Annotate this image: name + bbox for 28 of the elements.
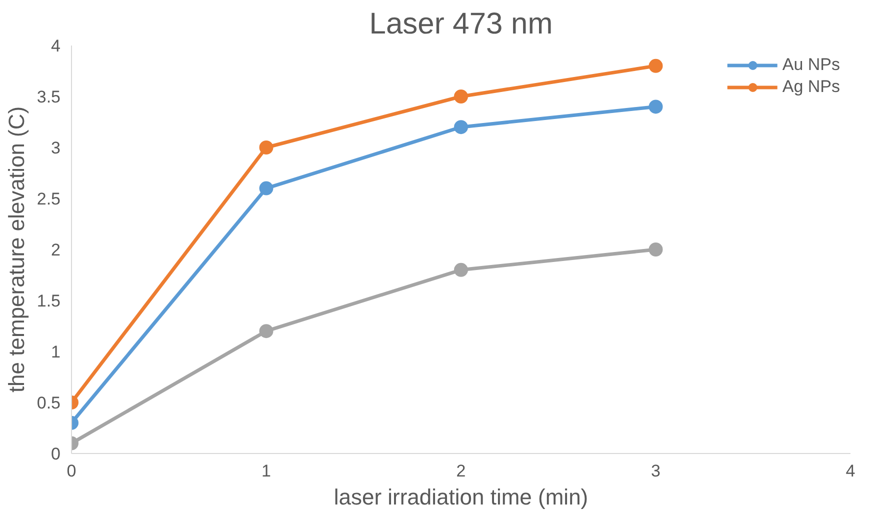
x-tick-label: 4	[846, 462, 856, 480]
chart-title: Laser 473 nm	[369, 8, 553, 40]
y-tick-label: 4	[51, 36, 61, 56]
y-tick-label: 2.5	[36, 190, 61, 208]
y-tick-label: 2	[51, 240, 61, 260]
x-tick-label: 0	[66, 462, 76, 480]
y-tick-label: 0.5	[36, 394, 61, 412]
point	[259, 181, 274, 196]
point	[259, 140, 274, 154]
point	[648, 242, 663, 256]
y-tick-label: 3	[51, 138, 61, 158]
y-tick-label: 0	[51, 444, 61, 464]
x-tick-label: 1	[262, 462, 271, 480]
point	[454, 90, 468, 104]
point	[648, 58, 663, 73]
y-tick-label: 1.5	[36, 292, 61, 310]
x-tick-label: 2	[456, 462, 466, 480]
y-tick-label: 1	[51, 342, 61, 362]
y-tick-label: 3.5	[36, 88, 61, 106]
x-axis-title: laser irradiation time (min)	[334, 484, 588, 510]
point	[454, 120, 468, 134]
point	[454, 262, 468, 277]
y-axis-title: the temperature elevation (C)	[4, 106, 29, 393]
point	[259, 324, 274, 338]
legend-label: Au NPs	[782, 55, 840, 75]
x-tick-label: 3	[651, 462, 660, 480]
legend-label: Ag NPs	[782, 77, 840, 97]
point	[648, 100, 663, 114]
